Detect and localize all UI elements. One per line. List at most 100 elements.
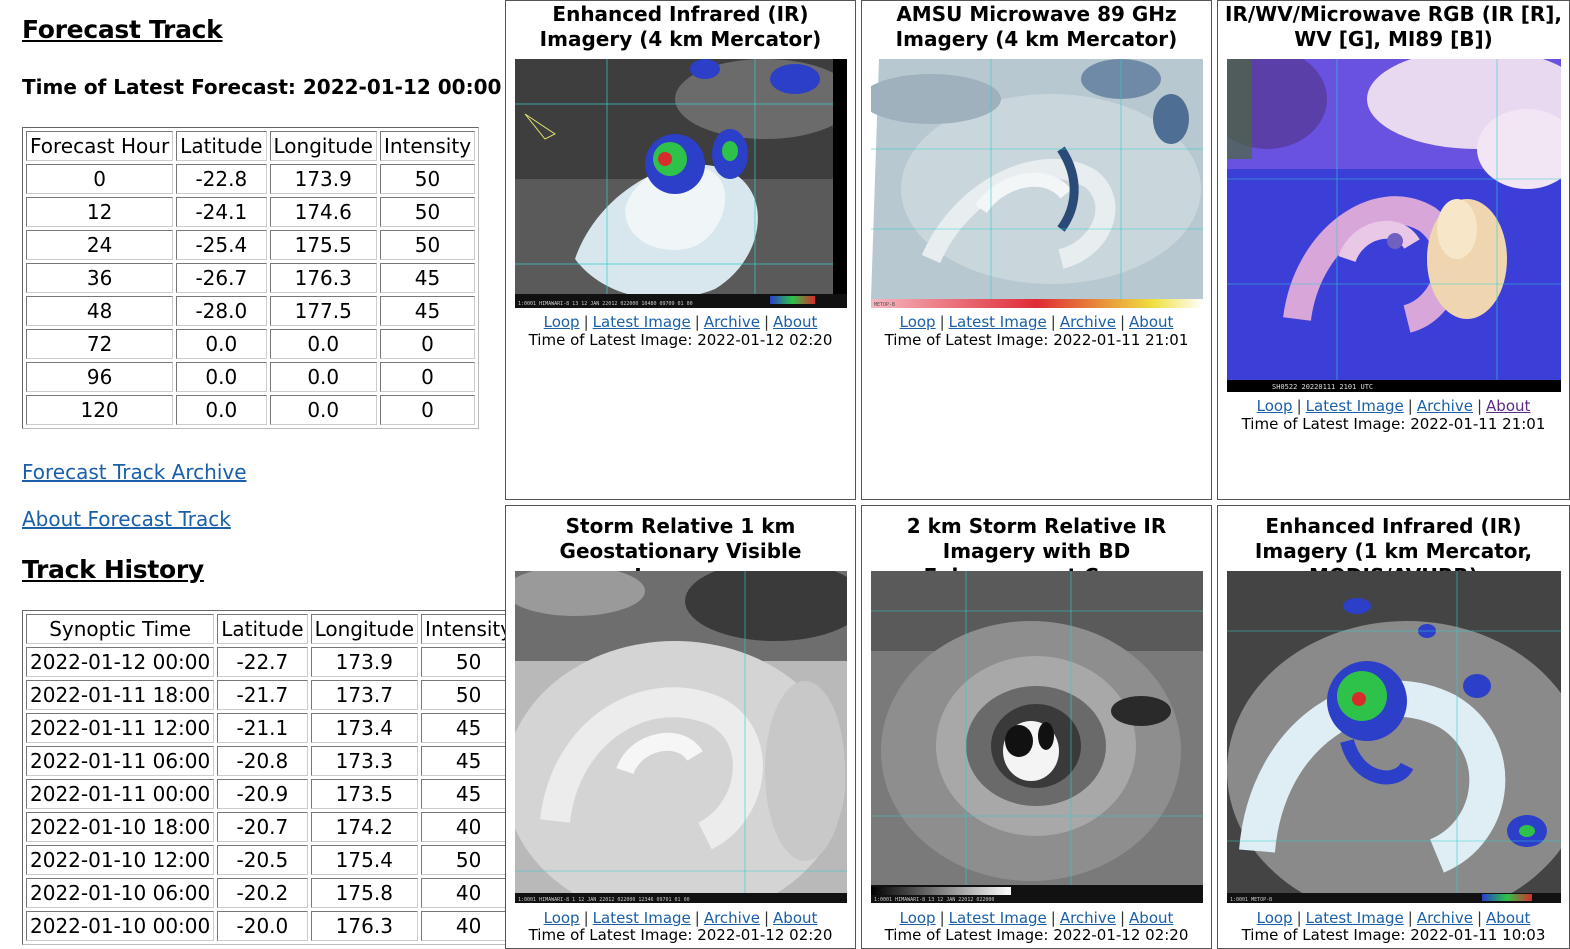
table-cell: -26.7 [176, 263, 267, 293]
latest-image-link[interactable]: Latest Image [592, 909, 691, 927]
panel-enhanced-ir-1km: Enhanced Infrared (IR) Imagery (1 km Mer… [1217, 505, 1570, 949]
table-row: 120 0.0 0.0 0 [26, 395, 476, 425]
table-cell: 96 [26, 362, 174, 392]
panel-title: Enhanced Infrared (IR) Imagery (4 km Mer… [539, 2, 822, 51]
table-row: 2022-01-11 00:00 -20.9 173.5 45 [26, 779, 517, 809]
about-link[interactable]: About [773, 313, 818, 331]
forecast-track-table: Forecast Hour Latitude Longitude Intensi… [22, 127, 480, 429]
table-cell: 0.0 [176, 329, 267, 359]
about-forecast-track-link[interactable]: About Forecast Track [22, 507, 231, 531]
table-cell: 45 [421, 746, 517, 776]
table-cell: 173.9 [310, 647, 419, 677]
loop-link[interactable]: Loop [543, 313, 580, 331]
separator: | [1296, 397, 1302, 415]
separator: | [1407, 909, 1413, 927]
about-link[interactable]: About [1486, 909, 1531, 927]
separator: | [1296, 909, 1302, 927]
table-row: 24 -25.4 175.5 50 [26, 230, 476, 260]
table-cell: 176.3 [269, 263, 377, 293]
archive-link[interactable]: Archive [703, 313, 760, 331]
separator: | [763, 909, 770, 927]
about-link[interactable]: About [1129, 909, 1174, 927]
image-caption: SH0522 20220111 2101 UTC [1272, 383, 1373, 391]
table-cell: 50 [421, 647, 517, 677]
panel-title: Enhanced Infrared (IR) Imagery (1 km Mer… [1254, 514, 1533, 588]
latest-image-link[interactable]: Latest Image [1305, 397, 1404, 415]
table-row: 2022-01-11 06:00 -20.8 173.3 45 [26, 746, 517, 776]
loop-link[interactable]: Loop [899, 909, 936, 927]
separator: | [583, 313, 589, 331]
table-cell: 174.6 [269, 197, 377, 227]
panel-links: Loop | Latest Image | Archive | About [862, 313, 1211, 331]
table-cell: 45 [421, 779, 517, 809]
about-link[interactable]: About [773, 909, 818, 927]
image-caption: 1:0001 HIMAWARI-8 13 12 JAN 22012 022000 [874, 897, 994, 903]
about-link[interactable]: About [1129, 313, 1174, 331]
satellite-image[interactable]: SH0522 20220111 2101 UTC [1227, 59, 1561, 392]
table-cell: -20.0 [217, 911, 308, 941]
satellite-image[interactable]: METOP-B [871, 59, 1203, 308]
column-header: Longitude [310, 614, 419, 644]
satellite-image[interactable]: 1:0001 HIMAWARI-8 13 12 JAN 22012 022000… [515, 59, 847, 308]
table-cell: 24 [26, 230, 174, 260]
archive-link[interactable]: Archive [703, 909, 760, 927]
table-cell: 45 [379, 263, 476, 293]
panel-storm-relative-visible: Storm Relative 1 km Geostationary Visibl… [505, 505, 856, 949]
column-header: Latitude [176, 131, 267, 161]
table-cell: 50 [379, 230, 476, 260]
table-cell: 175.5 [269, 230, 377, 260]
latest-image-link[interactable]: Latest Image [948, 313, 1047, 331]
separator: | [694, 313, 700, 331]
table-cell: 0.0 [269, 395, 377, 425]
table-row: 12 -24.1 174.6 50 [26, 197, 476, 227]
archive-link[interactable]: Archive [1416, 397, 1473, 415]
latest-image-time: Time of Latest Image: 2022-01-12 02:20 [528, 331, 833, 349]
table-cell: 175.4 [310, 845, 419, 875]
image-caption: 1:0001 METOP-B [1230, 897, 1272, 903]
loop-link[interactable]: Loop [1256, 909, 1293, 927]
forecast-track-archive-link[interactable]: Forecast Track Archive [22, 460, 247, 484]
table-cell: 120 [26, 395, 174, 425]
separator: | [763, 313, 770, 331]
archive-link[interactable]: Archive [1059, 909, 1116, 927]
table-cell: 72 [26, 329, 174, 359]
table-cell: 2022-01-11 00:00 [26, 779, 215, 809]
panel-ir-wv-microwave-rgb: IR/WV/Microwave RGB (IR [R], WV [G], MI8… [1217, 0, 1570, 500]
panel-enhanced-ir-4km: Enhanced Infrared (IR) Imagery (4 km Mer… [505, 0, 856, 500]
table-cell: 2022-01-10 00:00 [26, 911, 215, 941]
table-cell: 2022-01-11 18:00 [26, 680, 215, 710]
satellite-image[interactable]: 1:0001 METOP-B [1227, 571, 1561, 903]
latest-image-link[interactable]: Latest Image [948, 909, 1047, 927]
table-cell: 174.2 [310, 812, 419, 842]
loop-link[interactable]: Loop [1256, 397, 1293, 415]
latest-image-link[interactable]: Latest Image [592, 313, 691, 331]
table-cell: -28.0 [176, 296, 267, 326]
panel-links: Loop | Latest Image | Archive | About [506, 313, 855, 331]
table-cell: -20.8 [217, 746, 308, 776]
table-cell: 2022-01-10 06:00 [26, 878, 215, 908]
satellite-image[interactable]: 1:0001 HIMAWARI-8 13 12 JAN 22012 022000 [871, 571, 1203, 903]
latest-image-link[interactable]: Latest Image [1305, 909, 1404, 927]
table-row: 2022-01-12 00:00 -22.7 173.9 50 [26, 647, 517, 677]
table-cell: 177.5 [269, 296, 377, 326]
table-cell: -20.2 [217, 878, 308, 908]
latest-image-time: Time of Latest Image: 2022-01-12 02:20 [528, 926, 833, 944]
separator: | [939, 909, 945, 927]
table-cell: 12 [26, 197, 174, 227]
loop-link[interactable]: Loop [543, 909, 580, 927]
about-link[interactable]: About [1486, 397, 1531, 415]
table-cell: 50 [421, 680, 517, 710]
panel-storm-relative-bd: 2 km Storm Relative IR Imagery with BD E… [861, 505, 1212, 949]
separator: | [1476, 397, 1483, 415]
table-cell: 40 [421, 878, 517, 908]
satellite-image[interactable]: 1:0001 HIMAWARI-8 1 12 JAN 22012 022000 … [515, 571, 847, 903]
table-cell: 2022-01-11 12:00 [26, 713, 215, 743]
table-row: 96 0.0 0.0 0 [26, 362, 476, 392]
table-cell: 0.0 [269, 329, 377, 359]
table-cell: 173.9 [269, 164, 377, 194]
archive-link[interactable]: Archive [1059, 313, 1116, 331]
panel-links: Loop | Latest Image | Archive | About [1218, 909, 1569, 927]
loop-link[interactable]: Loop [899, 313, 936, 331]
archive-link[interactable]: Archive [1416, 909, 1473, 927]
table-row: 0 -22.8 173.9 50 [26, 164, 476, 194]
